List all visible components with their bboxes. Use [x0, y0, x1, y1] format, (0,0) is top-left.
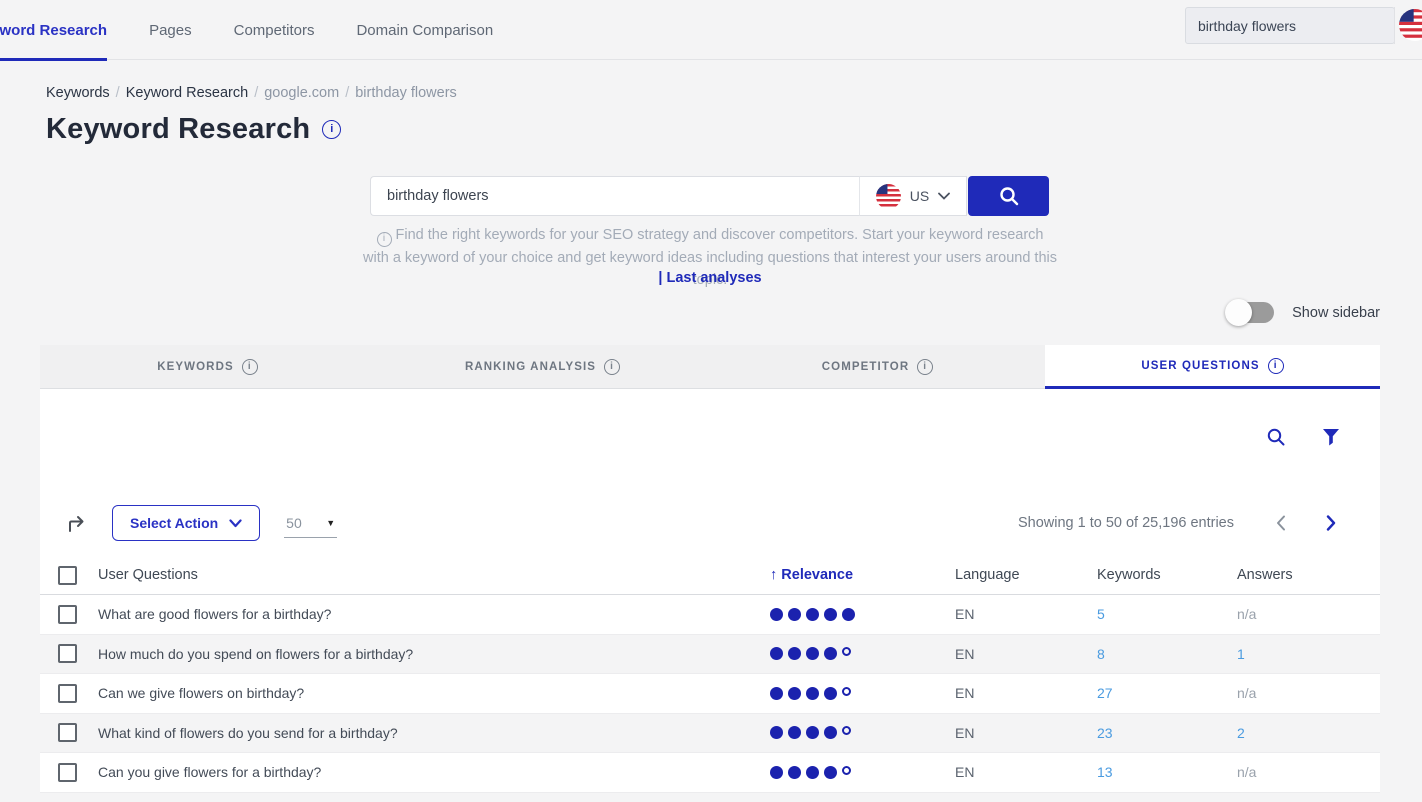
relevance-dots [770, 726, 955, 740]
question-text: What are good flowers for a birthday? [98, 606, 332, 623]
select-all-checkbox[interactable] [58, 565, 77, 585]
search-submit-button[interactable] [968, 176, 1049, 216]
nav-item-competitors[interactable]: Competitors [233, 21, 315, 39]
language-value: EN [955, 764, 975, 781]
breadcrumb: Keywords / Keyword Research / google.com / bir… [46, 85, 457, 101]
show-sidebar-toggle[interactable] [1225, 299, 1275, 326]
toggle-knob [1225, 299, 1253, 326]
keywords-count-link[interactable]: 13 [1097, 764, 1113, 781]
breadcrumb-keywords[interactable]: Keywords [46, 85, 110, 101]
language-value: EN [955, 724, 975, 741]
table-row[interactable]: Can we give flowers on birthday? EN 27 n… [40, 674, 1380, 714]
chevron-down-icon [229, 518, 242, 527]
keywords-count-link[interactable]: 5 [1097, 606, 1105, 623]
header-keywords[interactable]: Keywords [1097, 567, 1161, 583]
top-navigation-bar: Keyword Research Pages Competitors Domai… [0, 0, 1422, 61]
breadcrumb-separator: / [345, 85, 350, 101]
show-sidebar-label: Show sidebar [1292, 304, 1380, 321]
us-flag-icon[interactable] [1399, 9, 1422, 41]
header-user-questions[interactable]: User Questions [98, 567, 198, 583]
country-flag-icon [875, 183, 901, 209]
table-row[interactable]: What kind of flowers do you send for a b… [40, 713, 1380, 753]
question-text: How much do you spend on flowers for a b… [98, 645, 414, 662]
header-relevance-sorted[interactable]: ↑ Relevance [770, 567, 854, 583]
tab-info-icon[interactable] [1267, 357, 1284, 374]
next-page-button[interactable] [1306, 515, 1356, 531]
info-icon [376, 231, 392, 247]
sort-arrow-up-icon: ↑ [770, 567, 778, 583]
language-value: EN [955, 645, 975, 662]
chevron-down-icon [938, 192, 951, 200]
table-body: What are good flowers for a birthday? EN… [40, 595, 1380, 802]
relevance-dots [770, 607, 955, 621]
keyword-search-bar: US [370, 176, 1049, 216]
question-text: Can we give flowers on birthday? [98, 685, 305, 702]
country-selector[interactable]: US [859, 176, 967, 216]
answers-value[interactable]: n/a [1237, 606, 1257, 623]
question-text: What kind of flowers do you send for a b… [98, 724, 398, 741]
keywords-count-link[interactable]: 27 [1097, 685, 1113, 702]
search-description: Find the right keywords for your SEO str… [363, 224, 1057, 292]
next-row-partial [40, 792, 1380, 802]
tab-user-questions[interactable]: USER QUESTIONS [1045, 345, 1380, 389]
relevance-dots [770, 686, 955, 700]
row-checkbox[interactable] [58, 644, 77, 664]
divider [1394, 7, 1395, 44]
tab-keywords[interactable]: KEYWORDS [40, 345, 375, 389]
answers-value[interactable]: n/a [1237, 764, 1257, 781]
question-text: Can you give flowers for a birthday? [98, 764, 322, 781]
breadcrumb-separator: / [115, 85, 120, 101]
filter-icon[interactable] [1322, 428, 1340, 447]
entries-info: Showing 1 to 50 of 25,196 entries [1017, 515, 1234, 531]
row-checkbox[interactable] [58, 604, 77, 624]
nav-item-domain-comparison[interactable]: Domain Comparison [356, 21, 494, 39]
keyword-search-input[interactable] [370, 176, 859, 216]
relevance-dots [770, 765, 955, 779]
breadcrumb-separator: / [254, 85, 259, 101]
language-value: EN [955, 606, 975, 623]
tab-ranking-analysis[interactable]: RANKING ANALYSIS [375, 345, 710, 389]
row-checkbox[interactable] [58, 723, 77, 743]
breadcrumb-keyword[interactable]: birthday flowers [355, 85, 457, 101]
breadcrumb-keyword-research[interactable]: Keyword Research [125, 85, 249, 101]
select-action-button[interactable]: Select Action [112, 505, 261, 541]
caret-down-icon: ▼ [326, 517, 336, 528]
nav-item-keyword-research[interactable]: Keyword Research [0, 0, 108, 61]
header-answers[interactable]: Answers [1237, 567, 1293, 583]
page-size-select[interactable]: 50 ▼ [284, 508, 338, 538]
page-title: Keyword Research [46, 113, 311, 145]
relevance-dots [770, 647, 955, 661]
country-code: US [909, 188, 930, 204]
table-row[interactable]: Can you give flowers for a birthday? EN … [40, 753, 1380, 793]
table-search-icon[interactable] [1266, 427, 1286, 447]
keywords-count-link[interactable]: 23 [1097, 724, 1113, 741]
language-value: EN [955, 685, 975, 702]
answers-value[interactable]: 1 [1237, 645, 1245, 662]
tab-info-icon[interactable] [241, 358, 258, 375]
top-nav: Keyword Research Pages Competitors Domai… [0, 0, 494, 61]
nav-item-pages[interactable]: Pages [149, 21, 192, 39]
answers-value[interactable]: 2 [1237, 724, 1245, 741]
global-search-input[interactable] [1185, 7, 1395, 44]
breadcrumb-domain[interactable]: google.com [264, 85, 340, 101]
header-language[interactable]: Language [955, 567, 1020, 583]
answers-value[interactable]: n/a [1237, 685, 1257, 702]
results-card: KEYWORDS RANKING ANALYSIS COMPETITOR USE… [40, 345, 1380, 802]
search-icon [999, 187, 1018, 206]
row-checkbox[interactable] [58, 762, 77, 782]
row-checkbox[interactable] [58, 683, 77, 703]
results-tabbar: KEYWORDS RANKING ANALYSIS COMPETITOR USE… [40, 345, 1380, 389]
page-title-info-icon[interactable] [322, 120, 342, 139]
prev-page-button[interactable] [1256, 515, 1306, 531]
tab-info-icon[interactable] [917, 358, 934, 375]
table-row[interactable]: What are good flowers for a birthday? EN… [40, 595, 1380, 635]
tab-info-icon[interactable] [604, 358, 621, 375]
table-row[interactable]: How much do you spend on flowers for a b… [40, 634, 1380, 674]
table-header-row: User Questions ↑ Relevance Language Keyw… [40, 556, 1380, 595]
tab-competitor[interactable]: COMPETITOR [710, 345, 1045, 389]
last-analyses-link[interactable]: | Last analyses [658, 270, 762, 286]
export-icon[interactable] [66, 512, 88, 534]
keywords-count-link[interactable]: 8 [1097, 645, 1105, 662]
